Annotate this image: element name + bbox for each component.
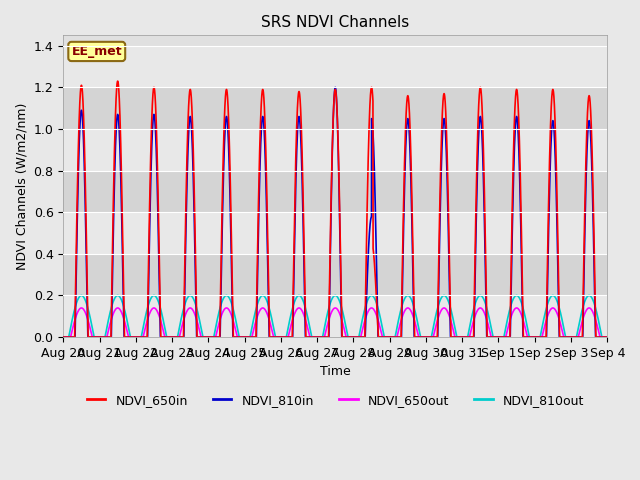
Y-axis label: NDVI Channels (W/m2/nm): NDVI Channels (W/m2/nm) <box>15 103 28 270</box>
Bar <box>63 87 607 129</box>
Bar <box>63 170 607 212</box>
Bar <box>63 254 607 296</box>
Legend: NDVI_650in, NDVI_810in, NDVI_650out, NDVI_810out: NDVI_650in, NDVI_810in, NDVI_650out, NDV… <box>81 389 589 412</box>
Bar <box>63 129 607 170</box>
Bar <box>63 46 607 87</box>
Bar <box>63 212 607 254</box>
Title: SRS NDVI Channels: SRS NDVI Channels <box>261 15 410 30</box>
Bar <box>63 296 607 337</box>
Text: EE_met: EE_met <box>72 45 122 58</box>
X-axis label: Time: Time <box>320 365 351 378</box>
